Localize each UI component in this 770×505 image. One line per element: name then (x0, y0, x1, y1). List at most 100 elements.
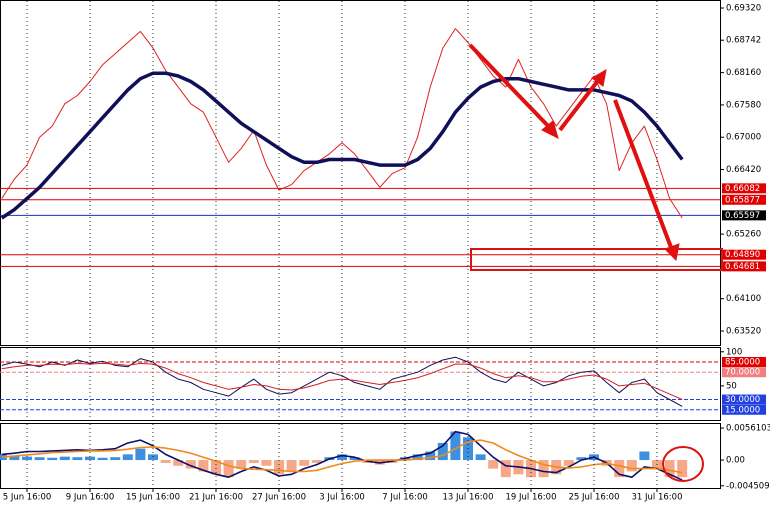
histogram-bar (59, 456, 70, 461)
x-tick-label: 21 Jun 16:00 (189, 493, 243, 503)
x-tick-label: 31 Jul 16:00 (632, 493, 683, 503)
series-line (1, 430, 683, 481)
arrow (468, 43, 554, 132)
annotations (468, 43, 723, 482)
level-label-bg (722, 183, 766, 194)
histogram-bar (97, 457, 108, 461)
histogram-bar (85, 456, 95, 461)
y-tick-label: 0.64100 (726, 294, 761, 304)
histogram-bar (160, 460, 171, 463)
histogram-bar (122, 454, 133, 461)
histogram-bar (9, 455, 20, 461)
y-tick-label: 0.66420 (726, 165, 761, 175)
y-tick-label: 0.67000 (726, 133, 761, 143)
histogram-bar (576, 457, 587, 461)
histogram-bar (22, 456, 32, 461)
histogram-bar (626, 460, 637, 472)
series-line (1, 28, 683, 219)
level-label-bg (722, 249, 766, 260)
panel-frame (0, 0, 721, 346)
histogram-bar (72, 457, 83, 461)
histogram-bar (475, 454, 486, 461)
level-label: 70.0000 (725, 368, 760, 378)
level-label-bg (722, 261, 766, 272)
histogram-bar (148, 454, 158, 461)
histogram-bar (211, 460, 221, 475)
series-line (1, 439, 683, 474)
level-label: 0.65877 (725, 195, 760, 205)
y-tick-label: 0.68160 (726, 68, 761, 78)
panel-frame (0, 347, 721, 421)
series-line (0, 71, 684, 220)
level-label: 15.0000 (725, 405, 760, 415)
level-label-bg (722, 357, 766, 368)
x-tick-label: 3 Jul 16:00 (319, 493, 365, 503)
y-tick-label: 0.65260 (726, 230, 761, 240)
histogram-bar (337, 454, 347, 461)
level-label: 85.0000 (725, 358, 760, 368)
histogram-bar (563, 460, 574, 466)
histogram-bar (135, 448, 146, 461)
y-tick-label: 0.00 (726, 456, 745, 466)
x-tick-label: 13 Jul 16:00 (443, 493, 494, 503)
histogram-bar (639, 451, 650, 461)
y-tick-label: 100 (726, 347, 742, 357)
y-tick-label: 0.67580 (726, 100, 761, 110)
level-label-bg (722, 367, 766, 378)
series-line (1, 362, 683, 400)
x-tick-label: 27 Jun 16:00 (252, 493, 306, 503)
histogram-bar (223, 460, 234, 478)
histogram-bar (110, 457, 121, 461)
y-tick-label: 50 (726, 381, 737, 391)
histogram-bar (425, 451, 436, 461)
y-tick-label: 0.69320 (726, 4, 761, 14)
y-tick-label: 0.63520 (726, 327, 761, 337)
histogram-bar (286, 460, 297, 472)
histogram-bar (261, 460, 272, 466)
histogram-bar (437, 442, 448, 461)
y-tick-label: 0.0056103 (726, 424, 770, 434)
y-tick-label: 0.68742 (726, 36, 761, 46)
level-label: 30.0000 (725, 395, 760, 405)
level-label: 0.64681 (725, 262, 760, 272)
histogram-bar (614, 460, 625, 478)
histogram-bar (500, 460, 511, 478)
histogram-bar (248, 460, 259, 463)
arrow-head (591, 69, 607, 87)
arrow (613, 99, 674, 251)
level-label: 0.65597 (725, 211, 760, 221)
histogram-bar (349, 457, 360, 461)
histogram-bar (311, 460, 322, 463)
histogram-bar (450, 431, 461, 461)
arrow (558, 76, 602, 132)
histogram-bar (185, 460, 196, 469)
highlight-circle (662, 446, 704, 482)
x-tick-label: 9 Jun 16:00 (66, 493, 115, 503)
series-line (1, 356, 683, 407)
histogram-bar (34, 457, 45, 461)
level-label-bg (722, 194, 766, 205)
histogram-bar (677, 460, 688, 478)
level-label: 0.64890 (725, 250, 760, 260)
x-tick-label: 25 Jul 16:00 (569, 493, 620, 503)
histogram-bar (664, 460, 675, 478)
level-label: 0.66082 (725, 184, 760, 194)
histogram-bar (412, 454, 423, 461)
y-tick-label: -0.004509 (726, 481, 770, 491)
x-tick-label: 19 Jul 16:00 (506, 493, 557, 503)
histogram-bar (236, 460, 247, 469)
x-tick-label: 5 Jun 16:00 (3, 493, 52, 503)
x-tick-label: 7 Jul 16:00 (382, 493, 428, 503)
histogram-bar (173, 460, 184, 466)
arrow-head (541, 120, 559, 139)
histogram-bar (299, 460, 310, 466)
target-zone (470, 248, 723, 271)
histogram-bar (198, 460, 209, 472)
x-tick-label: 15 Jun 16:00 (126, 493, 180, 503)
histogram-bar (538, 460, 549, 478)
histogram-bar (47, 457, 58, 461)
level-label-bg (722, 404, 766, 415)
